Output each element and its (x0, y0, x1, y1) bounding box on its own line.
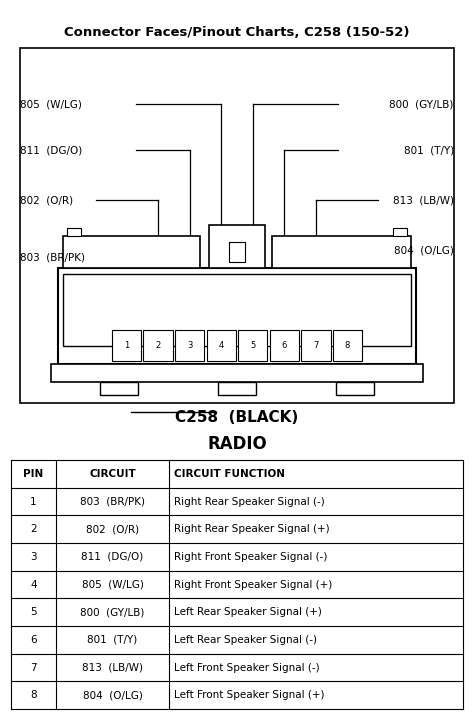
Text: 805  (W/LG): 805 (W/LG) (20, 99, 82, 109)
Bar (392, 228, 407, 236)
Text: 5: 5 (30, 607, 37, 617)
Bar (175, 330, 204, 361)
Bar (112, 330, 141, 361)
Text: 805  (W/LG): 805 (W/LG) (82, 580, 144, 590)
Bar (100, 382, 138, 395)
Text: 8: 8 (345, 341, 350, 350)
Bar (58, 268, 416, 364)
Text: PIN: PIN (23, 469, 44, 479)
Bar (301, 330, 330, 361)
Text: Right Front Speaker Signal (+): Right Front Speaker Signal (+) (173, 580, 332, 590)
Bar (20, 48, 454, 403)
Bar (270, 330, 299, 361)
Bar (209, 226, 265, 268)
Bar (63, 236, 200, 268)
Text: 801  (T/Y): 801 (T/Y) (88, 635, 138, 645)
Text: CIRCUIT: CIRCUIT (89, 469, 136, 479)
Bar (207, 330, 236, 361)
Bar (51, 364, 423, 382)
Text: C258  (BLACK): C258 (BLACK) (175, 411, 299, 426)
Bar (144, 330, 173, 361)
Text: 801  (T/Y): 801 (T/Y) (403, 146, 454, 156)
Text: 2: 2 (30, 524, 37, 534)
Text: 804  (O/LG): 804 (O/LG) (394, 246, 454, 256)
Text: RADIO: RADIO (207, 436, 267, 453)
Bar (63, 273, 411, 346)
Text: Left Rear Speaker Signal (-): Left Rear Speaker Signal (-) (173, 635, 317, 645)
Text: 813  (LB/W): 813 (LB/W) (393, 196, 454, 206)
Text: 1: 1 (30, 497, 37, 507)
Text: 3: 3 (30, 552, 37, 562)
Text: Right Rear Speaker Signal (+): Right Rear Speaker Signal (+) (173, 524, 329, 534)
Bar (238, 330, 267, 361)
Text: Connector Faces/Pinout Charts, C258 (150-52): Connector Faces/Pinout Charts, C258 (150… (64, 26, 410, 39)
Text: 7: 7 (313, 341, 319, 350)
Bar (229, 243, 245, 263)
Text: Right Rear Speaker Signal (-): Right Rear Speaker Signal (-) (173, 497, 324, 507)
Text: 4: 4 (30, 580, 37, 590)
Text: 4: 4 (219, 341, 224, 350)
Text: Left Front Speaker Signal (-): Left Front Speaker Signal (-) (173, 663, 319, 673)
Text: 811  (DG/O): 811 (DG/O) (82, 552, 144, 562)
Text: 5: 5 (250, 341, 255, 350)
Text: 811  (DG/O): 811 (DG/O) (20, 146, 82, 156)
Text: 2: 2 (155, 341, 161, 350)
Text: 7: 7 (30, 663, 37, 673)
Text: 800  (GY/LB): 800 (GY/LB) (389, 99, 454, 109)
Text: 804  (O/LG): 804 (O/LG) (82, 690, 143, 700)
Text: 1: 1 (124, 341, 129, 350)
Text: 6: 6 (282, 341, 287, 350)
Text: 803  (BR/PK): 803 (BR/PK) (20, 253, 85, 263)
Bar (272, 236, 411, 268)
Text: 813  (LB/W): 813 (LB/W) (82, 663, 143, 673)
Text: 802  (O/R): 802 (O/R) (86, 524, 139, 534)
Text: 800  (GY/LB): 800 (GY/LB) (81, 607, 145, 617)
Text: 8: 8 (30, 690, 37, 700)
Text: CIRCUIT FUNCTION: CIRCUIT FUNCTION (173, 469, 285, 479)
Text: 802  (O/R): 802 (O/R) (20, 196, 73, 206)
Text: Left Rear Speaker Signal (+): Left Rear Speaker Signal (+) (173, 607, 321, 617)
Text: Left Front Speaker Signal (+): Left Front Speaker Signal (+) (173, 690, 324, 700)
Text: 3: 3 (187, 341, 192, 350)
Text: Right Front Speaker Signal (-): Right Front Speaker Signal (-) (173, 552, 327, 562)
Bar (218, 382, 256, 395)
Bar (67, 228, 82, 236)
Bar (336, 382, 374, 395)
Bar (333, 330, 362, 361)
Text: 6: 6 (30, 635, 37, 645)
Text: 803  (BR/PK): 803 (BR/PK) (80, 497, 145, 507)
